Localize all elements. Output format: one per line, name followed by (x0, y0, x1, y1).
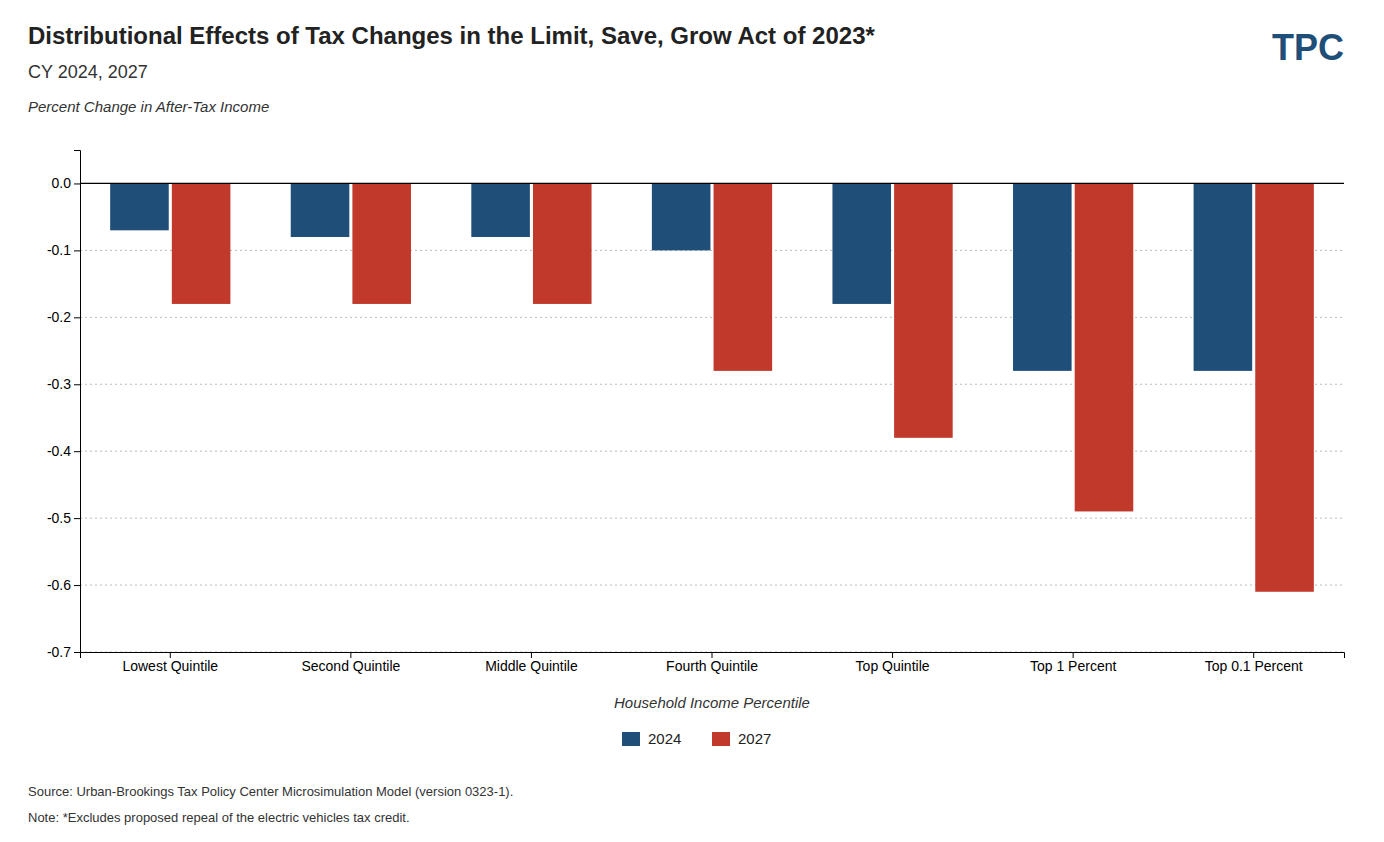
x-tick-label: Fourth Quintile (666, 658, 758, 674)
annotation: Source: Urban-Brookings Tax Policy Cente… (28, 784, 513, 799)
bar (1013, 183, 1072, 370)
y-tick: -0.1 (47, 242, 80, 258)
grid-line (80, 250, 1344, 251)
y-tick: -0.7 (47, 644, 80, 660)
grid-line (80, 585, 1344, 586)
bar (110, 183, 169, 230)
logo-text: TPC (1272, 27, 1344, 68)
y-tick-mark (74, 183, 80, 184)
y-tick: -0.4 (47, 443, 80, 459)
legend-swatch (622, 732, 640, 746)
y-axis-line (74, 151, 81, 653)
legend-label: 2027 (738, 730, 771, 747)
y-tick: -0.3 (47, 376, 80, 392)
x-axis: Lowest Quintile Second Quintile Middle Qui… (81, 652, 1345, 674)
bar (832, 183, 891, 303)
y-axis: 0.0 -0.1 -0.2 -0.3 -0.4 -0.5 -0.6 -0.7 (47, 151, 81, 660)
bar (652, 183, 711, 250)
x-tick: Second Quintile (301, 652, 400, 674)
annotation: Note: *Excludes proposed repeal of the e… (28, 810, 410, 825)
bars (110, 183, 1314, 591)
y-tick-mark (74, 518, 80, 519)
chart: Distributional Effects of Tax Changes in… (0, 0, 1384, 842)
grid (80, 183, 1344, 652)
bar (291, 183, 350, 237)
title: Distributional Effects of Tax Changes in… (28, 22, 875, 49)
x-tick-label: Lowest Quintile (122, 658, 218, 674)
bar (172, 183, 231, 303)
x-tick: Middle Quintile (485, 652, 578, 674)
grid-line (80, 518, 1344, 519)
plot: 0.0 -0.1 -0.2 -0.3 -0.4 -0.5 -0.6 -0.7 Lowest Qu… (47, 151, 1345, 674)
x-tick: Fourth Quintile (666, 652, 758, 674)
zero-line (80, 183, 1344, 184)
x-axis-title: Household Income Percentile (614, 694, 810, 711)
x-tick: Top Quintile (856, 652, 930, 674)
bar (894, 183, 953, 437)
x-tick-label: Middle Quintile (485, 658, 578, 674)
legend-swatch (712, 732, 730, 746)
bar (533, 183, 592, 303)
y-tick: -0.2 (47, 309, 80, 325)
y-tick-label: -0.3 (47, 376, 71, 392)
legend-label: 2024 (648, 730, 681, 747)
y-axis-title: Percent Change in After-Tax Income (28, 98, 269, 115)
x-tick-label: Top Quintile (856, 658, 930, 674)
grid-line (80, 451, 1344, 452)
y-tick: -0.6 (47, 577, 80, 593)
y-tick-label: -0.4 (47, 443, 71, 459)
y-tick-mark (74, 652, 80, 653)
y-tick-label: -0.7 (47, 644, 71, 660)
bar (1075, 183, 1134, 511)
y-tick-mark (74, 250, 80, 251)
bar (1194, 183, 1253, 370)
y-tick-mark (74, 451, 80, 452)
x-tick-label: Top 0.1 Percent (1205, 658, 1303, 674)
y-tick-label: -0.5 (47, 510, 71, 526)
grid-line (80, 317, 1344, 318)
bar (1255, 183, 1314, 591)
x-tick: Top 0.1 Percent (1205, 652, 1303, 674)
y-tick: -0.5 (47, 510, 80, 526)
grid-line (80, 183, 1344, 184)
y-tick-mark (74, 317, 80, 318)
subtitle: CY 2024, 2027 (28, 62, 148, 82)
legend: 2024 2027 (622, 730, 771, 747)
x-tick-label: Top 1 Percent (1030, 658, 1116, 674)
bar (714, 183, 773, 370)
series (172, 183, 1314, 591)
y-tick-mark (74, 585, 80, 586)
y-tick-label: -0.1 (47, 242, 71, 258)
y-tick-label: 0.0 (52, 175, 72, 191)
x-tick-label: Second Quintile (301, 658, 400, 674)
x-tick: Lowest Quintile (122, 652, 218, 674)
grid-line (80, 384, 1344, 385)
bar (471, 183, 530, 237)
bar (352, 183, 411, 303)
x-tick: Top 1 Percent (1030, 652, 1116, 674)
y-tick-mark (74, 384, 80, 385)
y-tick-label: -0.2 (47, 309, 71, 325)
y-tick-label: -0.6 (47, 577, 71, 593)
y-tick: 0.0 (52, 175, 80, 191)
